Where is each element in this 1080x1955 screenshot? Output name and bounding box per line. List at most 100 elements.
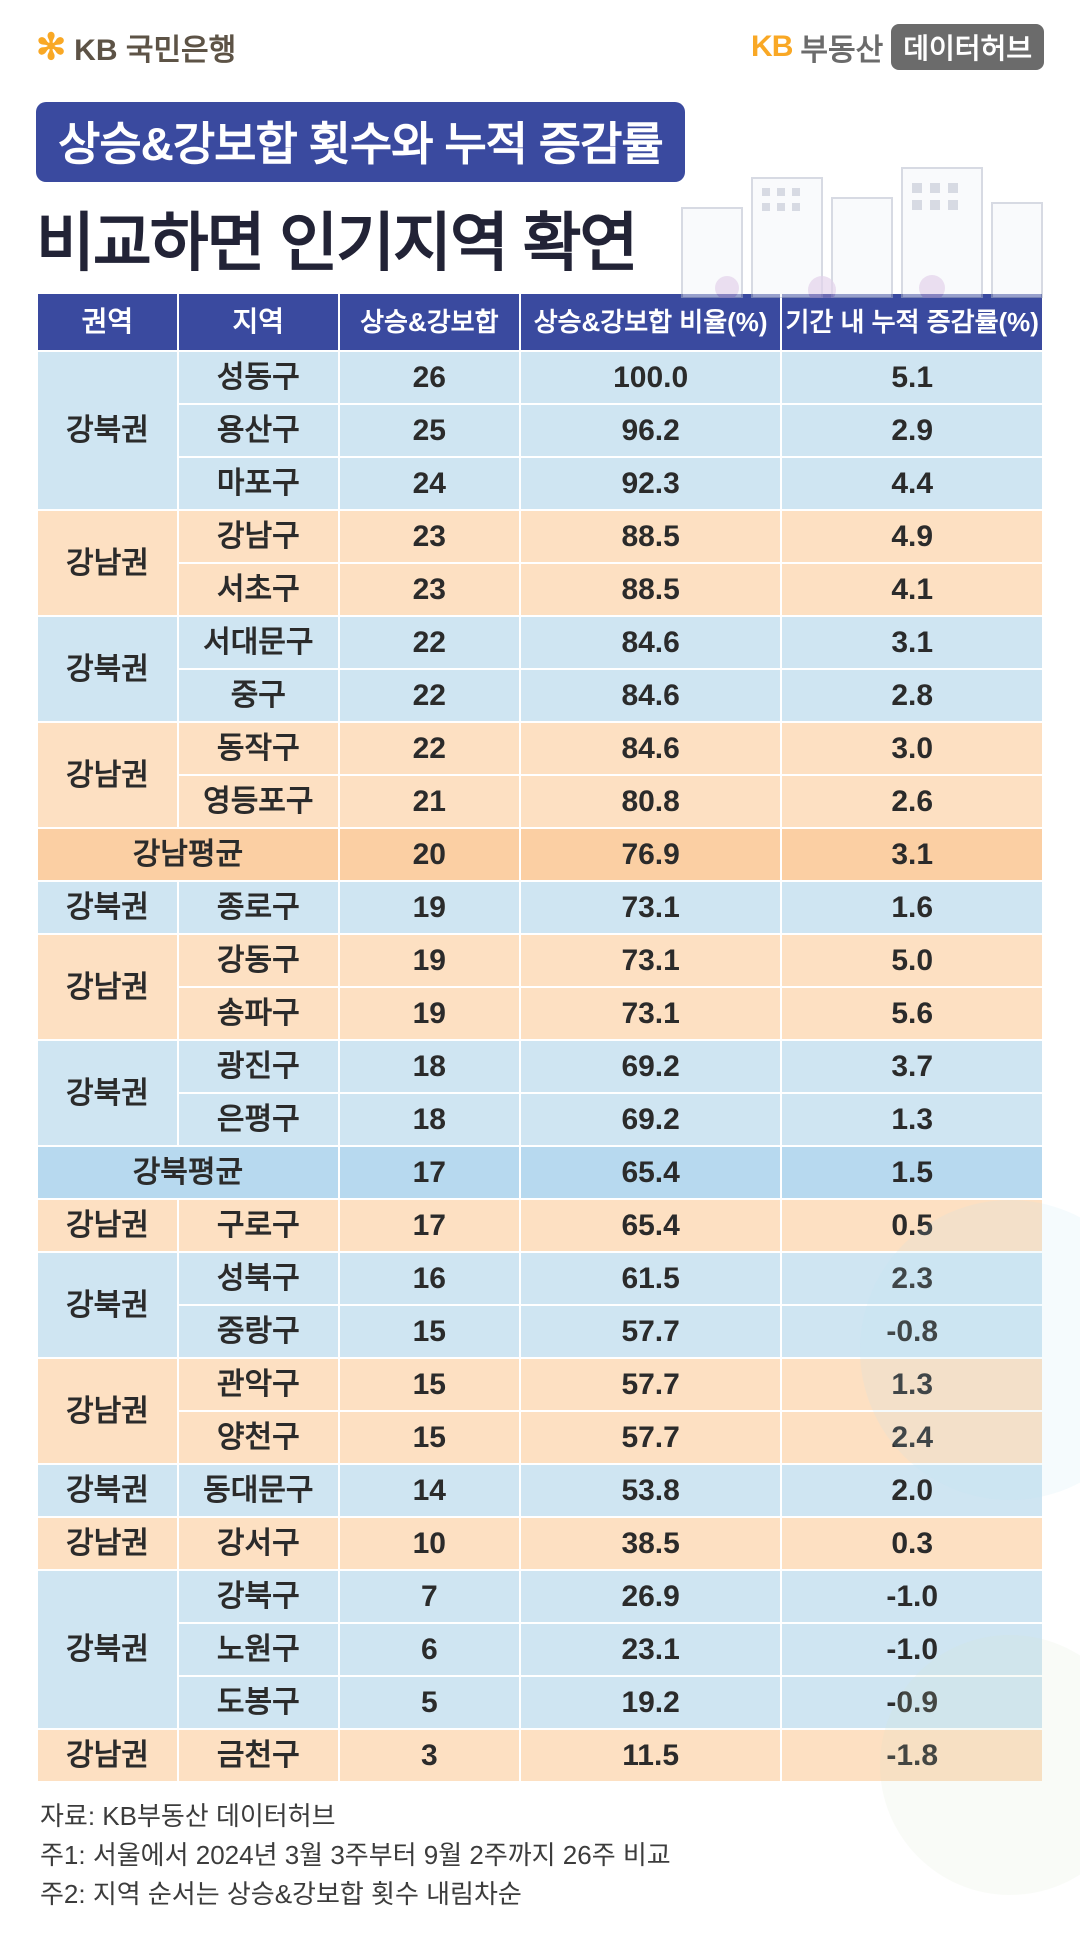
table-cell: 1.6: [781, 881, 1043, 934]
district-cell: 은평구: [178, 1093, 339, 1146]
table-cell: 3: [339, 1729, 520, 1782]
table-cell: 5.1: [781, 351, 1043, 404]
footnotes: 자료: KB부동산 데이터허브주1: 서울에서 2024년 3월 3주부터 9월…: [0, 1783, 1080, 1914]
kb-star-icon: ✻: [36, 26, 66, 68]
district-cell: 양천구: [178, 1411, 339, 1464]
table-row: 마포구2492.34.4: [37, 457, 1043, 510]
table-cell: -1.0: [781, 1570, 1043, 1623]
table-row: 강남권강남구2388.54.9: [37, 510, 1043, 563]
table-cell: 100.0: [520, 351, 782, 404]
table-row: 서초구2388.54.1: [37, 563, 1043, 616]
district-cell: 금천구: [178, 1729, 339, 1782]
summary-row: 강북평균1765.41.5: [37, 1146, 1043, 1199]
kb-bank-name: 국민은행: [126, 34, 236, 67]
table-cell: 1.5: [781, 1146, 1043, 1199]
table-cell: 3.1: [781, 828, 1043, 881]
title-pill: 상승&강보합 횟수와 누적 증감률: [36, 102, 685, 182]
district-cell: 영등포구: [178, 775, 339, 828]
table-cell: 0.3: [781, 1517, 1043, 1570]
table-cell: -1.0: [781, 1623, 1043, 1676]
column-header: 상승&강보합: [339, 293, 520, 351]
table-cell: 92.3: [520, 457, 782, 510]
table-cell: 4.4: [781, 457, 1043, 510]
region-average-label: 강남평균: [37, 828, 339, 881]
table-cell: 5.6: [781, 987, 1043, 1040]
district-cell: 노원구: [178, 1623, 339, 1676]
table-row: 강남권강동구1973.15.0: [37, 934, 1043, 987]
table-cell: 2.8: [781, 669, 1043, 722]
summary-row: 강남평균2076.93.1: [37, 828, 1043, 881]
table-cell: 24: [339, 457, 520, 510]
table-row: 강남권동작구2284.63.0: [37, 722, 1043, 775]
table-row: 용산구2596.22.9: [37, 404, 1043, 457]
region-cell: 강북권: [37, 881, 178, 934]
district-cell: 강남구: [178, 510, 339, 563]
table-cell: 11.5: [520, 1729, 782, 1782]
table-cell: 4.1: [781, 563, 1043, 616]
district-cell: 구로구: [178, 1199, 339, 1252]
table-cell: 65.4: [520, 1199, 782, 1252]
table-cell: 22: [339, 722, 520, 775]
table-cell: 14: [339, 1464, 520, 1517]
table-cell: 5.0: [781, 934, 1043, 987]
table-cell: 19: [339, 987, 520, 1040]
region-cell: 강북권: [37, 1464, 178, 1517]
table-cell: 3.0: [781, 722, 1043, 775]
table-cell: 17: [339, 1146, 520, 1199]
column-header: 기간 내 누적 증감률(%): [781, 293, 1043, 351]
comparison-table: 권역지역상승&강보합상승&강보합 비율(%)기간 내 누적 증감률(%) 강북권…: [36, 292, 1044, 1783]
table-cell: 1.3: [781, 1358, 1043, 1411]
table-cell: 23: [339, 510, 520, 563]
table-row: 강북권강북구726.9-1.0: [37, 1570, 1043, 1623]
table-cell: 17: [339, 1199, 520, 1252]
table-cell: 69.2: [520, 1040, 782, 1093]
table-cell: 88.5: [520, 563, 782, 616]
table-row: 중구2284.62.8: [37, 669, 1043, 722]
table-cell: 0.5: [781, 1199, 1043, 1252]
district-cell: 강동구: [178, 934, 339, 987]
region-cell: 강북권: [37, 1252, 178, 1358]
footnote-line: 자료: KB부동산 데이터허브: [40, 1797, 1040, 1836]
table-cell: 22: [339, 669, 520, 722]
region-cell: 강북권: [37, 1040, 178, 1146]
table-cell: 16: [339, 1252, 520, 1305]
region-cell: 강남권: [37, 722, 178, 828]
district-cell: 강서구: [178, 1517, 339, 1570]
table-cell: 3.7: [781, 1040, 1043, 1093]
table-row: 영등포구2180.82.6: [37, 775, 1043, 828]
column-header: 상승&강보합 비율(%): [520, 293, 782, 351]
table-cell: 2.4: [781, 1411, 1043, 1464]
table-cell: 5: [339, 1676, 520, 1729]
table-cell: 26: [339, 351, 520, 404]
table-cell: 25: [339, 404, 520, 457]
table-row: 강남권관악구1557.71.3: [37, 1358, 1043, 1411]
table-cell: 57.7: [520, 1358, 782, 1411]
table-cell: 15: [339, 1358, 520, 1411]
table-cell: 19: [339, 934, 520, 987]
table-cell: 61.5: [520, 1252, 782, 1305]
table-cell: 23: [339, 563, 520, 616]
table-cell: 2.3: [781, 1252, 1043, 1305]
kb-prefix: KB: [74, 34, 117, 67]
footnote-line: 주1: 서울에서 2024년 3월 3주부터 9월 2주까지 26주 비교: [40, 1836, 1040, 1875]
district-cell: 성북구: [178, 1252, 339, 1305]
table-cell: 19.2: [520, 1676, 782, 1729]
table-cell: 23.1: [520, 1623, 782, 1676]
district-cell: 서대문구: [178, 616, 339, 669]
footnote-line: 주2: 지역 순서는 상승&강보합 횟수 내림차순: [40, 1875, 1040, 1914]
district-cell: 성동구: [178, 351, 339, 404]
table-cell: 15: [339, 1305, 520, 1358]
table-cell: 84.6: [520, 669, 782, 722]
table-cell: 84.6: [520, 722, 782, 775]
district-cell: 광진구: [178, 1040, 339, 1093]
district-cell: 도봉구: [178, 1676, 339, 1729]
table-row: 강남권구로구1765.40.5: [37, 1199, 1043, 1252]
table-row: 노원구623.1-1.0: [37, 1623, 1043, 1676]
title-block: 상승&강보합 횟수와 누적 증감률 비교하면 인기지역 확연: [0, 80, 1080, 292]
table-cell: 4.9: [781, 510, 1043, 563]
district-cell: 동작구: [178, 722, 339, 775]
table-row: 강북권성북구1661.52.3: [37, 1252, 1043, 1305]
region-cell: 강남권: [37, 510, 178, 616]
table-cell: -0.9: [781, 1676, 1043, 1729]
table-row: 강남권금천구311.5-1.8: [37, 1729, 1043, 1782]
